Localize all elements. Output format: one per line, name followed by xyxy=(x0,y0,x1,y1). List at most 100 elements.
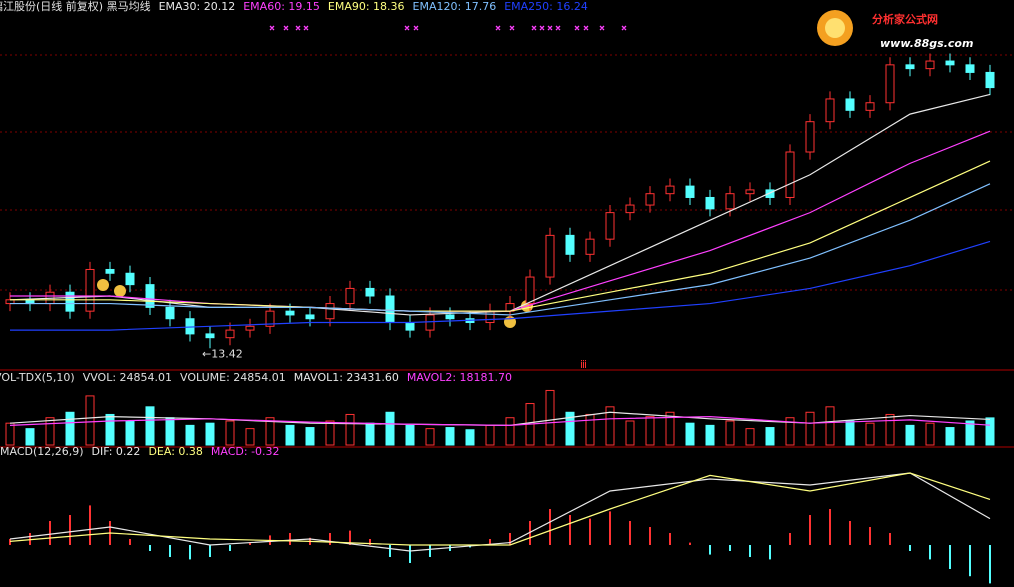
marker: ⅲ xyxy=(580,358,587,371)
volume-bar xyxy=(5,422,15,446)
logo-icon xyxy=(825,18,845,38)
candle-body xyxy=(285,310,295,316)
volume-bar xyxy=(365,422,375,446)
volume-bar xyxy=(305,427,315,446)
candle-body xyxy=(745,189,755,195)
candle-body xyxy=(685,185,695,198)
logo: 分析家公式网 www.88gs.com xyxy=(817,10,973,50)
legend-label: VOL-TDX(5,10) xyxy=(0,371,75,384)
candle-body xyxy=(725,193,735,210)
indicator-line xyxy=(9,416,991,426)
volume-bar xyxy=(865,422,875,446)
volume-bar xyxy=(25,428,35,446)
volume-bar xyxy=(445,427,455,446)
legend-label: DEA: 0.38 xyxy=(148,445,202,458)
volume-bar xyxy=(685,422,695,446)
money-icon xyxy=(114,285,126,297)
indicator-line xyxy=(10,183,991,316)
candle-body xyxy=(305,314,315,320)
candle-body xyxy=(625,204,635,214)
volume-bar xyxy=(925,422,935,446)
legend-label: MACD(12,26,9) xyxy=(0,445,84,458)
volume-bar xyxy=(905,424,915,446)
candle-body xyxy=(105,268,115,274)
candle-body xyxy=(965,64,975,73)
legend-label: VOLUME: 24854.01 xyxy=(180,371,286,384)
low-label: ←13.42 xyxy=(202,347,243,360)
candle-body xyxy=(665,185,675,195)
candle-body xyxy=(225,329,235,339)
candle-body xyxy=(485,310,495,324)
volume-bar xyxy=(945,427,955,446)
legend-label: VVOL: 24854.01 xyxy=(83,371,172,384)
candle-body xyxy=(205,333,215,339)
volume-bar xyxy=(325,420,335,446)
candle-body xyxy=(425,314,435,331)
candle-body xyxy=(85,268,95,312)
logo-url: www.88gs.com xyxy=(880,37,973,50)
volume-bar xyxy=(805,411,815,446)
volume-bar xyxy=(785,417,795,446)
volume-bar xyxy=(665,411,675,446)
volume-bar xyxy=(85,395,95,446)
volume-bar xyxy=(285,424,295,446)
candle-body xyxy=(865,102,875,111)
candle-body xyxy=(985,71,995,89)
volume-bar xyxy=(705,424,715,446)
legend-label: MACD: -0.32 xyxy=(211,445,280,458)
candle-body xyxy=(705,196,715,210)
candle-body xyxy=(365,287,375,297)
volume-bar xyxy=(885,413,895,446)
volume-bar xyxy=(165,417,175,446)
volume-bar xyxy=(825,406,835,446)
volume-bar xyxy=(985,417,995,446)
legend-label: EMA250: 16.24 xyxy=(504,0,588,13)
candle-body xyxy=(825,98,835,123)
legend-label: MAVOL2: 18181.70 xyxy=(407,371,512,384)
candle-body xyxy=(385,295,395,324)
volume-bar xyxy=(345,413,355,446)
candle-body xyxy=(165,306,175,320)
volume-bar xyxy=(405,424,415,446)
volume-bar xyxy=(125,420,135,446)
money-icon xyxy=(97,279,109,291)
legend-label: EMA120: 17.76 xyxy=(413,0,497,13)
indicator-line xyxy=(9,472,991,546)
volume-bar xyxy=(585,413,595,446)
candle-body xyxy=(565,234,575,255)
volume-bar xyxy=(245,428,255,446)
volume-bar xyxy=(185,424,195,446)
chart-title: 漓江股份(日线 前复权) 黑马均线 xyxy=(0,0,151,13)
volume-bar xyxy=(465,429,475,446)
candle-body xyxy=(585,238,595,255)
volume-bar xyxy=(45,417,55,446)
volume-bar xyxy=(485,424,495,446)
volume-bar xyxy=(965,420,975,446)
signal-marks xyxy=(269,25,627,31)
candle-body xyxy=(345,287,355,305)
candle-body xyxy=(845,98,855,111)
volume-bar xyxy=(265,417,275,446)
candle-body xyxy=(645,193,655,206)
volume-bar xyxy=(205,422,215,446)
candle-body xyxy=(525,276,535,305)
candle-body xyxy=(785,151,795,198)
candle-body xyxy=(905,64,915,70)
candle-body xyxy=(325,303,335,320)
legend-label: EMA60: 19.15 xyxy=(243,0,320,13)
volume-bar xyxy=(645,416,655,446)
candle-body xyxy=(245,325,255,331)
candle-body xyxy=(65,291,75,312)
candle-body xyxy=(945,60,955,66)
volume-bar xyxy=(65,411,75,446)
volume-bar xyxy=(565,411,575,446)
candle-body xyxy=(405,322,415,331)
indicator-line xyxy=(9,472,991,552)
candle-body xyxy=(925,60,935,70)
legend-label: EMA30: 20.12 xyxy=(159,0,236,13)
signals xyxy=(269,25,627,31)
candle-body xyxy=(445,314,455,320)
candle-body xyxy=(805,121,815,153)
logo-title: 分析家公式网 xyxy=(872,12,938,26)
